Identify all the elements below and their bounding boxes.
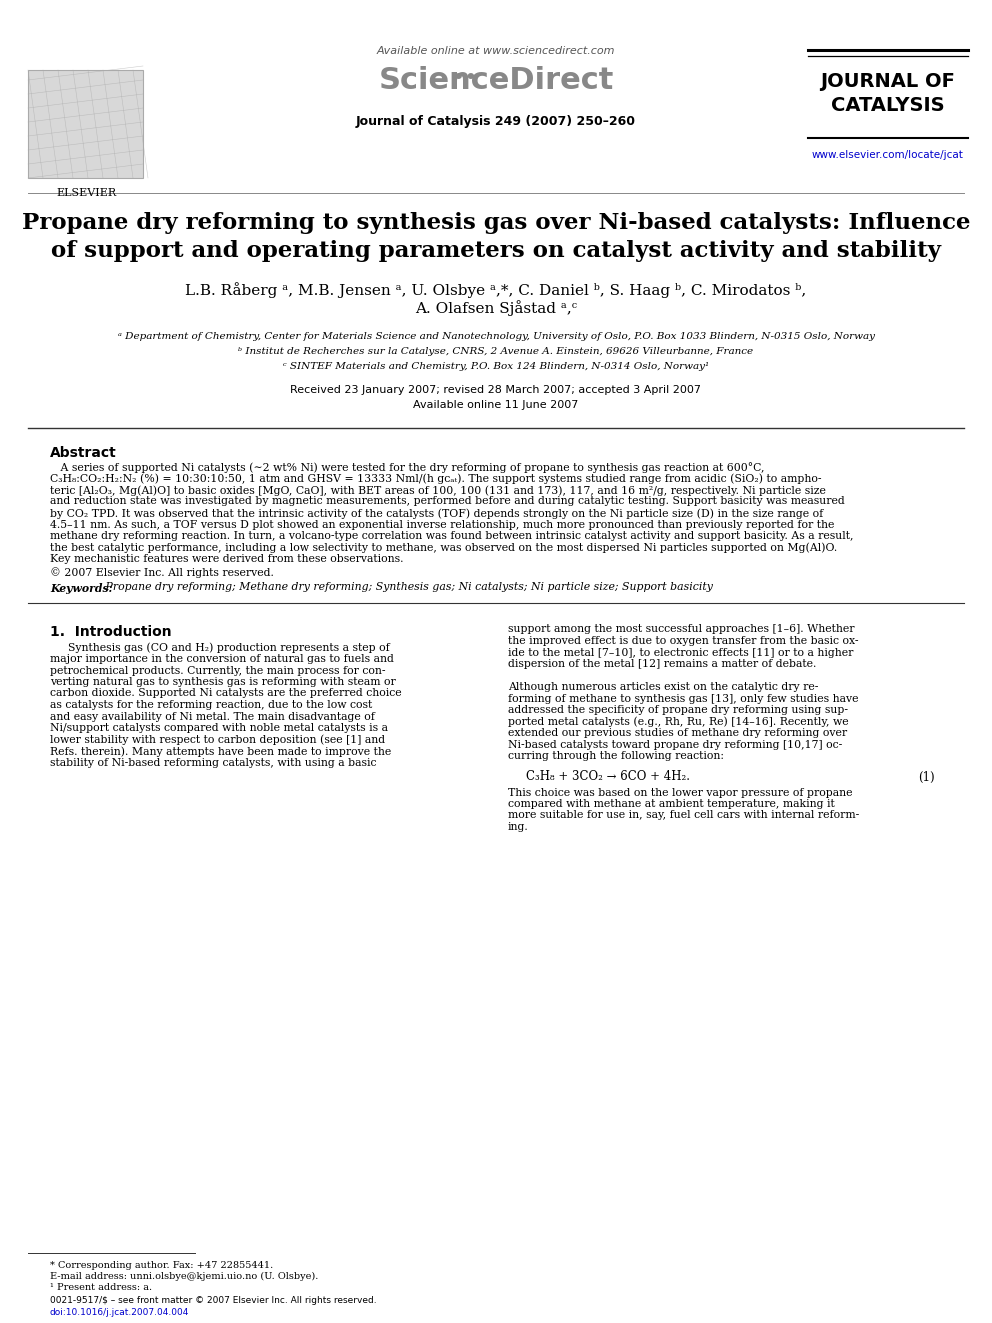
Text: extended our previous studies of methane dry reforming over: extended our previous studies of methane… xyxy=(508,728,847,738)
Text: * Corresponding author. Fax: +47 22855441.: * Corresponding author. Fax: +47 2285544… xyxy=(50,1261,273,1270)
Text: methane dry reforming reaction. In turn, a volcano-type correlation was found be: methane dry reforming reaction. In turn,… xyxy=(50,531,853,541)
Text: 0021-9517/$ – see front matter © 2007 Elsevier Inc. All rights reserved.: 0021-9517/$ – see front matter © 2007 El… xyxy=(50,1297,377,1304)
Text: verting natural gas to synthesis gas is reforming with steam or: verting natural gas to synthesis gas is … xyxy=(50,677,396,687)
Text: Received 23 January 2007; revised 28 March 2007; accepted 3 April 2007: Received 23 January 2007; revised 28 Mar… xyxy=(291,385,701,396)
Text: JOURNAL OF: JOURNAL OF xyxy=(820,71,955,91)
Text: A series of supported Ni catalysts (∼2 wt% Ni) were tested for the dry reforming: A series of supported Ni catalysts (∼2 w… xyxy=(50,462,765,472)
Text: Available online at www.sciencedirect.com: Available online at www.sciencedirect.co… xyxy=(377,46,615,56)
Text: 4.5–11 nm. As such, a TOF versus D plot showed an exponential inverse relationsh: 4.5–11 nm. As such, a TOF versus D plot … xyxy=(50,520,834,529)
Text: ᵇ Institut de Recherches sur la Catalyse, CNRS, 2 Avenue A. Einstein, 69626 Vill: ᵇ Institut de Recherches sur la Catalyse… xyxy=(238,347,754,356)
Text: ported metal catalysts (e.g., Rh, Ru, Re) [14–16]. Recently, we: ported metal catalysts (e.g., Rh, Ru, Re… xyxy=(508,717,848,728)
Text: Ni/support catalysts compared with noble metal catalysts is a: Ni/support catalysts compared with noble… xyxy=(50,722,388,733)
Text: A. Olafsen Sjåstad ᵃ,ᶜ: A. Olafsen Sjåstad ᵃ,ᶜ xyxy=(415,300,577,316)
Text: Abstract: Abstract xyxy=(50,446,117,460)
Text: Synthesis gas (CO and H₂) production represents a step of: Synthesis gas (CO and H₂) production rep… xyxy=(68,643,390,654)
Text: more suitable for use in, say, fuel cell cars with internal reform-: more suitable for use in, say, fuel cell… xyxy=(508,811,859,820)
Text: Journal of Catalysis 249 (2007) 250–260: Journal of Catalysis 249 (2007) 250–260 xyxy=(356,115,636,128)
Text: Refs. therein). Many attempts have been made to improve the: Refs. therein). Many attempts have been … xyxy=(50,746,391,757)
Text: ing.: ing. xyxy=(508,822,529,832)
Text: Available online 11 June 2007: Available online 11 June 2007 xyxy=(414,400,578,410)
Text: forming of methane to synthesis gas [13], only few studies have: forming of methane to synthesis gas [13]… xyxy=(508,693,858,704)
Text: of support and operating parameters on catalyst activity and stability: of support and operating parameters on c… xyxy=(51,239,941,262)
Text: ᵃ Department of Chemistry, Center for Materials Science and Nanotechnology, Univ: ᵃ Department of Chemistry, Center for Ma… xyxy=(117,332,875,341)
Text: compared with methane at ambient temperature, making it: compared with methane at ambient tempera… xyxy=(508,799,834,808)
Text: ᶜ SINTEF Materials and Chemistry, P.O. Box 124 Blindern, N-0314 Oslo, Norway¹: ᶜ SINTEF Materials and Chemistry, P.O. B… xyxy=(283,363,709,370)
Bar xyxy=(28,70,143,179)
Text: curring through the following reaction:: curring through the following reaction: xyxy=(508,751,724,761)
Text: and reduction state was investigated by magnetic measurements, performed before : and reduction state was investigated by … xyxy=(50,496,845,507)
Text: ••: •• xyxy=(451,67,478,89)
Text: by CO₂ TPD. It was observed that the intrinsic activity of the catalysts (TOF) d: by CO₂ TPD. It was observed that the int… xyxy=(50,508,823,519)
Text: the improved effect is due to oxygen transfer from the basic ox-: the improved effect is due to oxygen tra… xyxy=(508,636,858,646)
Text: major importance in the conversion of natural gas to fuels and: major importance in the conversion of na… xyxy=(50,654,394,664)
Text: ide to the metal [7–10], to electronic effects [11] or to a higher: ide to the metal [7–10], to electronic e… xyxy=(508,647,853,658)
Text: the best catalytic performance, including a low selectivity to methane, was obse: the best catalytic performance, includin… xyxy=(50,542,837,553)
Text: © 2007 Elsevier Inc. All rights reserved.: © 2007 Elsevier Inc. All rights reserved… xyxy=(50,568,274,578)
Text: petrochemical products. Currently, the main process for con-: petrochemical products. Currently, the m… xyxy=(50,665,386,676)
Text: Propane dry reforming; Methane dry reforming; Synthesis gas; Ni catalysts; Ni pa: Propane dry reforming; Methane dry refor… xyxy=(102,582,713,593)
Text: C₃H₈ + 3CO₂ → 6CO + 4H₂.: C₃H₈ + 3CO₂ → 6CO + 4H₂. xyxy=(526,770,690,783)
Text: Key mechanistic features were derived from these observations.: Key mechanistic features were derived fr… xyxy=(50,554,404,564)
Text: and easy availability of Ni metal. The main disadvantage of: and easy availability of Ni metal. The m… xyxy=(50,712,375,721)
Text: www.elsevier.com/locate/jcat: www.elsevier.com/locate/jcat xyxy=(812,149,964,160)
Text: (1): (1) xyxy=(918,770,934,783)
Text: Ni-based catalysts toward propane dry reforming [10,17] oc-: Ni-based catalysts toward propane dry re… xyxy=(508,740,842,750)
Text: ScienceDirect: ScienceDirect xyxy=(378,66,614,95)
Text: 1.  Introduction: 1. Introduction xyxy=(50,624,172,639)
Text: L.B. Råberg ᵃ, M.B. Jensen ᵃ, U. Olsbye ᵃ,*, C. Daniel ᵇ, S. Haag ᵇ, C. Mirodato: L.B. Råberg ᵃ, M.B. Jensen ᵃ, U. Olsbye … xyxy=(186,282,806,298)
Text: support among the most successful approaches [1–6]. Whether: support among the most successful approa… xyxy=(508,624,854,635)
Text: addressed the specificity of propane dry reforming using sup-: addressed the specificity of propane dry… xyxy=(508,705,848,714)
Text: Although numerous articles exist on the catalytic dry re-: Although numerous articles exist on the … xyxy=(508,681,818,692)
Text: doi:10.1016/j.jcat.2007.04.004: doi:10.1016/j.jcat.2007.04.004 xyxy=(50,1308,189,1316)
Text: ¹ Present address: a.: ¹ Present address: a. xyxy=(50,1283,152,1293)
Text: CATALYSIS: CATALYSIS xyxy=(831,97,944,115)
Text: dispersion of the metal [12] remains a matter of debate.: dispersion of the metal [12] remains a m… xyxy=(508,659,816,669)
Text: ELSEVIER: ELSEVIER xyxy=(56,188,116,198)
Text: as catalysts for the reforming reaction, due to the low cost: as catalysts for the reforming reaction,… xyxy=(50,700,372,710)
Text: stability of Ni-based reforming catalysts, with using a basic: stability of Ni-based reforming catalyst… xyxy=(50,758,377,767)
Text: lower stability with respect to carbon deposition (see [1] and: lower stability with respect to carbon d… xyxy=(50,734,385,745)
Text: C₃H₈:CO₂:H₂:N₂ (%) = 10:30:10:50, 1 atm and GHSV = 13333 Nml/(h gᴄₐₜ). The suppo: C₃H₈:CO₂:H₂:N₂ (%) = 10:30:10:50, 1 atm … xyxy=(50,474,821,484)
Text: carbon dioxide. Supported Ni catalysts are the preferred choice: carbon dioxide. Supported Ni catalysts a… xyxy=(50,688,402,699)
Text: Keywords:: Keywords: xyxy=(50,582,113,594)
Text: Propane dry reforming to synthesis gas over Ni-based catalysts: Influence: Propane dry reforming to synthesis gas o… xyxy=(22,212,970,234)
Text: This choice was based on the lower vapor pressure of propane: This choice was based on the lower vapor… xyxy=(508,787,852,798)
Text: E-mail address: unni.olsbye@kjemi.uio.no (U. Olsbye).: E-mail address: unni.olsbye@kjemi.uio.no… xyxy=(50,1271,318,1281)
Text: teric [Al₂O₃, Mg(Al)O] to basic oxides [MgO, CaO], with BET areas of 100, 100 (1: teric [Al₂O₃, Mg(Al)O] to basic oxides [… xyxy=(50,486,826,496)
